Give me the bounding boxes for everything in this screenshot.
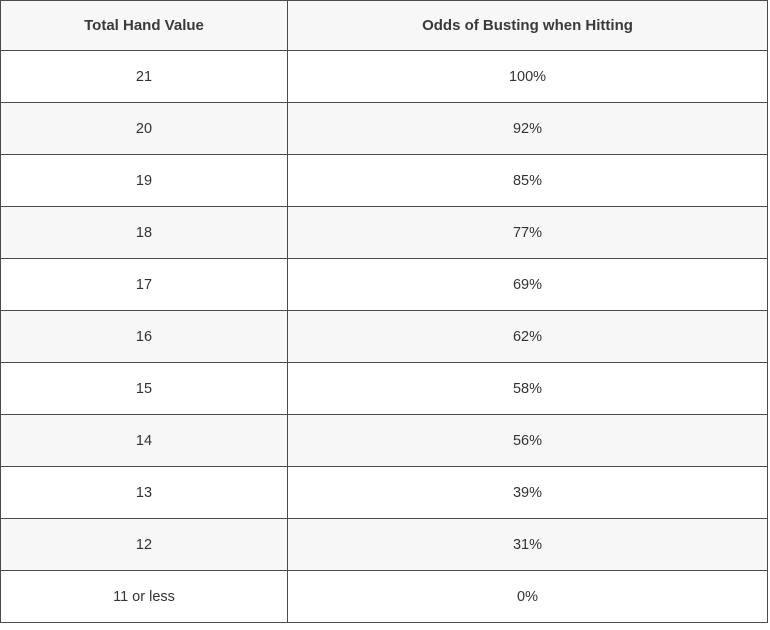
bust-odds-cell: 39% [287, 466, 768, 519]
table-row: 17 69% [0, 258, 768, 311]
table-row: 19 85% [0, 154, 768, 207]
header-odds-of-busting: Odds of Busting when Hitting [287, 0, 768, 51]
bust-odds-cell: 92% [287, 102, 768, 155]
bust-odds-cell: 0% [287, 570, 768, 623]
table-row: 13 39% [0, 466, 768, 519]
table-row: 11 or less 0% [0, 570, 768, 623]
bust-odds-cell: 31% [287, 518, 768, 571]
table-header-row: Total Hand Value Odds of Busting when Hi… [0, 0, 768, 51]
bust-odds-cell: 58% [287, 362, 768, 415]
table-row: 12 31% [0, 518, 768, 571]
table-row: 14 56% [0, 414, 768, 467]
header-total-hand-value: Total Hand Value [0, 0, 288, 51]
hand-value-cell: 15 [0, 362, 288, 415]
bust-odds-cell: 62% [287, 310, 768, 363]
bust-odds-cell: 100% [287, 50, 768, 103]
hand-value-cell: 21 [0, 50, 288, 103]
hand-value-cell: 14 [0, 414, 288, 467]
hand-value-cell: 16 [0, 310, 288, 363]
bust-odds-cell: 77% [287, 206, 768, 259]
table-row: 18 77% [0, 206, 768, 259]
hand-value-cell: 20 [0, 102, 288, 155]
hand-value-cell: 19 [0, 154, 288, 207]
hand-value-cell: 12 [0, 518, 288, 571]
table-row: 16 62% [0, 310, 768, 363]
bust-odds-cell: 85% [287, 154, 768, 207]
table-row: 15 58% [0, 362, 768, 415]
hand-value-cell: 17 [0, 258, 288, 311]
hand-value-cell: 11 or less [0, 570, 288, 623]
bust-odds-cell: 56% [287, 414, 768, 467]
table-row: 20 92% [0, 102, 768, 155]
table-row: 21 100% [0, 50, 768, 103]
bust-odds-cell: 69% [287, 258, 768, 311]
hand-value-cell: 18 [0, 206, 288, 259]
hand-value-cell: 13 [0, 466, 288, 519]
